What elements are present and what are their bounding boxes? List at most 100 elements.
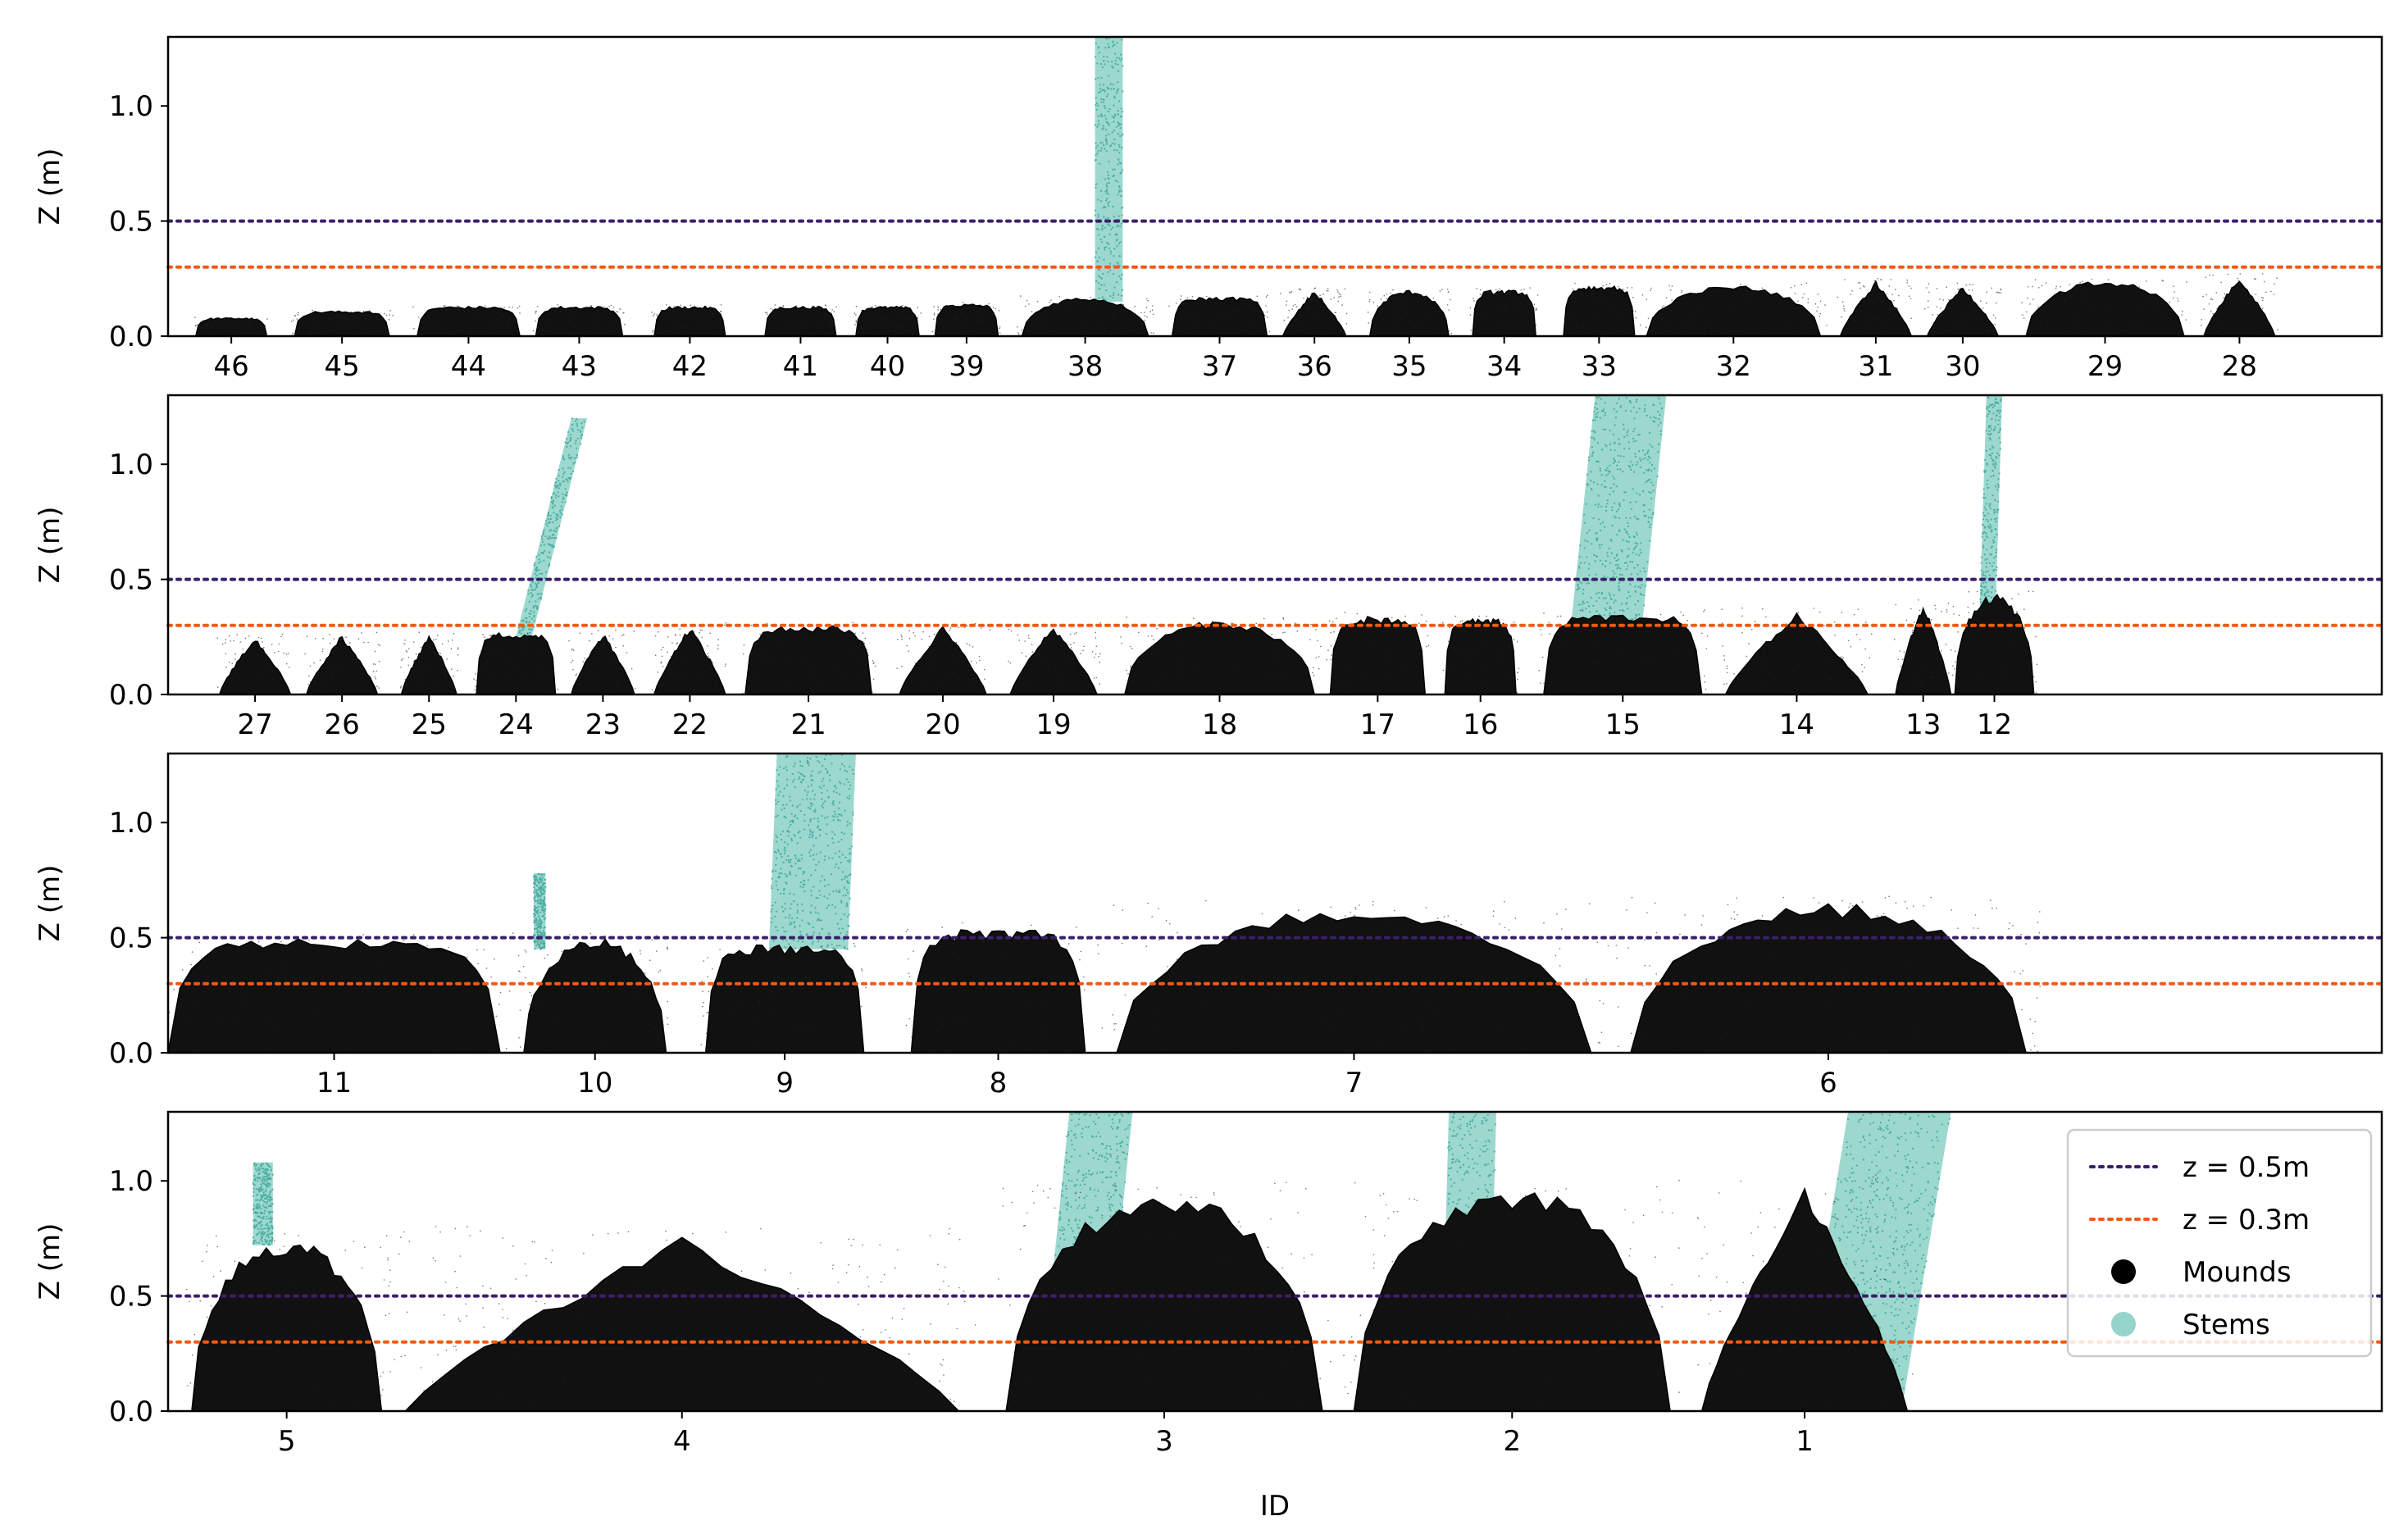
y-axis: 0.0 0.5 1.0 Z (m)	[34, 807, 168, 1070]
x-tick-label: 42	[672, 350, 708, 383]
mound-points	[568, 629, 636, 694]
mound-36	[1280, 287, 1348, 336]
y-tick-label: 0.5	[109, 1281, 153, 1314]
stem-12	[1978, 395, 2003, 649]
mound-body	[306, 635, 379, 694]
mound-body	[218, 640, 292, 694]
mound-body	[1171, 296, 1268, 336]
legend-label: Stems	[2183, 1309, 2270, 1341]
mound-body	[1543, 614, 1703, 694]
mound-30	[1923, 282, 2002, 336]
legend-dot-marker	[2111, 1259, 2136, 1284]
panel-frame	[166, 1110, 2383, 1413]
mound-points	[1442, 615, 1520, 694]
mound-points	[651, 304, 723, 336]
mound-points	[700, 940, 867, 1048]
mound-3	[998, 1182, 1331, 1411]
mound-6	[1614, 895, 2041, 1053]
mound-points	[998, 1182, 1331, 1410]
mound-points	[1367, 289, 1453, 336]
mound-body	[2203, 280, 2276, 336]
x-tick-label: 30	[1945, 350, 1980, 383]
legend-entry: z = 0.3m	[2089, 1204, 2310, 1236]
mound-points	[764, 304, 837, 336]
x-axis: 5 4 3 2 1	[278, 1411, 1814, 1458]
mound-43	[533, 304, 626, 336]
mound-25	[399, 631, 459, 694]
mound-41	[764, 304, 837, 336]
mound-33	[1563, 282, 1637, 336]
mound-points	[2021, 278, 2187, 336]
x-tick-label: 17	[1360, 708, 1395, 741]
stem-24	[516, 417, 588, 638]
mound-9	[700, 940, 867, 1053]
mound-body	[417, 305, 521, 336]
mound-points	[473, 631, 559, 694]
legend-label: z = 0.5m	[2183, 1151, 2310, 1184]
x-tick-label: 19	[1036, 708, 1071, 741]
x-tick-label: 5	[278, 1425, 296, 1458]
mound-body	[910, 929, 1086, 1053]
mound-body	[1329, 616, 1426, 694]
mound-8	[905, 922, 1089, 1053]
mound-body	[191, 1244, 383, 1411]
mound-points	[1837, 277, 1912, 335]
mound-points	[1952, 590, 2038, 694]
stem-9	[768, 754, 856, 950]
x-tick-label: 8	[990, 1067, 1008, 1100]
mound-points	[1640, 282, 1828, 336]
y-axis-label: Z (m)	[34, 148, 66, 225]
y-tick-label: 0.5	[109, 564, 153, 597]
x-tick-label: 12	[1977, 708, 2012, 741]
x-tick-label: 3	[1155, 1425, 1173, 1458]
x-tick-label: 45	[325, 350, 360, 383]
mound-body	[1700, 1186, 1909, 1411]
mound-27	[216, 633, 292, 694]
mound-body	[855, 305, 920, 336]
x-tick-label: 15	[1605, 708, 1641, 741]
mound-points	[1280, 287, 1348, 336]
mound-29	[2021, 278, 2187, 336]
mound-32	[1640, 282, 1828, 336]
stem-body	[1095, 37, 1123, 302]
y-axis: 0.0 0.5 1.0 Z (m)	[34, 448, 168, 712]
x-axis: 46 45 44 43 42 41 40 39 38 37 36 35 34 33 32 31 30 29 28	[214, 336, 2257, 383]
mound-points	[2201, 273, 2278, 336]
x-tick-label: 24	[498, 708, 534, 741]
x-tick-label: 37	[1202, 350, 1237, 383]
x-tick-label: 44	[451, 350, 486, 383]
x-tick-label: 35	[1391, 350, 1427, 383]
mound-points	[1469, 287, 1539, 336]
y-tick-label: 0.0	[109, 679, 153, 712]
x-tick-label: 28	[2222, 350, 2257, 383]
x-tick-label: 43	[562, 350, 597, 383]
mound-17	[1326, 612, 1430, 694]
mound-body	[653, 630, 726, 694]
mound-26	[303, 631, 381, 694]
x-tick-label: 29	[2087, 350, 2123, 383]
x-tick-label: 1	[1796, 1425, 1814, 1458]
mound-body	[899, 626, 987, 694]
stem-body	[1571, 395, 1667, 622]
mound-body	[1005, 1198, 1323, 1411]
x-tick-label: 14	[1779, 708, 1814, 741]
mound-14	[1721, 607, 1873, 694]
stem-38	[1094, 37, 1124, 302]
mound-body	[1472, 289, 1536, 336]
y-tick-label: 0.0	[109, 321, 153, 353]
x-tick-label: 23	[585, 708, 621, 741]
mound-body	[934, 303, 999, 336]
mound-5	[186, 1232, 390, 1411]
x-tick-label: 21	[790, 708, 826, 741]
plot-area	[168, 754, 2041, 1053]
x-tick-label: 39	[949, 350, 984, 383]
mound-35	[1367, 289, 1453, 336]
x-tick-label: 38	[1067, 350, 1103, 383]
mound-39	[931, 302, 1001, 336]
panel-frame	[166, 394, 2383, 696]
x-axis-label: ID	[1260, 1490, 1290, 1523]
x-tick-label: 11	[316, 1067, 352, 1100]
mound-45	[290, 309, 394, 336]
mound-10	[517, 932, 669, 1053]
x-tick-label: 13	[1905, 708, 1941, 741]
